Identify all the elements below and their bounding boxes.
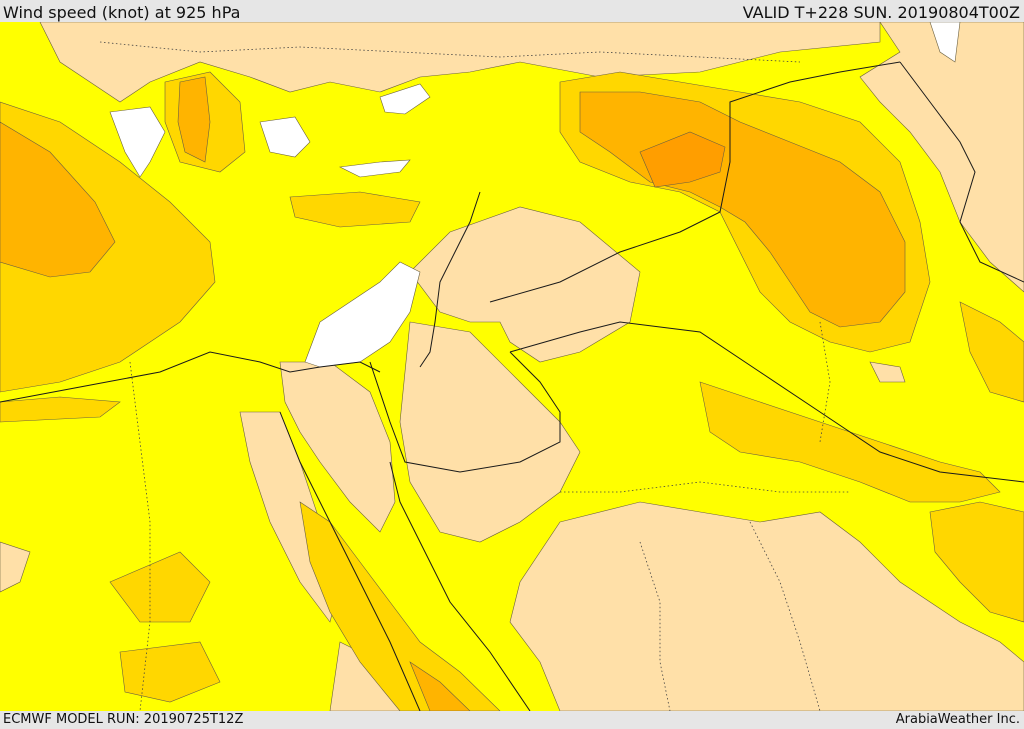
red-sea-coast-east [389,461,531,711]
map-title: Wind speed (knot) at 925 hPa [3,3,241,22]
zone-jordan-south [399,321,581,543]
wind-speed-map[interactable] [0,22,1024,711]
zone-nile-valley [0,541,31,593]
fresh-gulf [699,381,1001,503]
zone-north-turkey [39,22,881,103]
zone-northeast [859,22,1024,293]
admin-iraq [819,321,831,443]
model-run-label: ECMWF MODEL RUN: 20190725T12Z [3,712,244,727]
strong-red-sea-core [409,661,471,711]
credit-label: ArabiaWeather Inc. [895,712,1020,727]
fresh-libya-patch [119,641,221,703]
calm-aegean [109,106,166,178]
fresh-cyprus-strip [289,191,421,228]
border-arabia-north [489,61,901,303]
zone-sinai-jordan [409,206,641,363]
admin-boundaries [99,41,850,711]
red-sea-coast-west [279,411,421,711]
strong-aegean-core [177,76,211,163]
calm-levant-sea [304,261,421,368]
coastline-egypt [0,351,381,403]
zone-sinai [279,361,396,533]
calm-north-coast [379,83,431,115]
boundaries [0,61,1024,711]
fresh-se-arabia [929,501,1024,623]
admin-turkey [99,41,801,63]
strong-ionian [0,121,116,278]
border-jordan-saudi [369,351,561,473]
coastline-levant [419,191,481,368]
admin-saudi-1 [560,481,850,493]
calm-cyprus-south [338,159,411,178]
valid-time: VALID T+228 SUN. 20190804T00Z [742,3,1020,22]
admin-egypt [129,361,151,711]
zone-arabia-south [509,501,1024,711]
border-iraq-saudi [509,321,1024,483]
very-strong-core [639,131,726,188]
zone-iraq-patch [869,361,906,383]
fresh-delta-strip [0,396,121,423]
fresh-east-arabia [959,301,1024,403]
calm-caspian-edge [929,22,961,63]
calm-zones [109,22,961,368]
admin-saudi-2 [639,541,671,711]
header-bar [0,0,1024,22]
footer-bar [0,711,1024,729]
iran-border [899,61,1024,283]
fresh-egypt-patch [109,551,211,623]
fresh-red-sea [299,501,501,711]
very-strong-wind-zones [639,131,726,188]
calm-cyprus-north [259,116,311,158]
